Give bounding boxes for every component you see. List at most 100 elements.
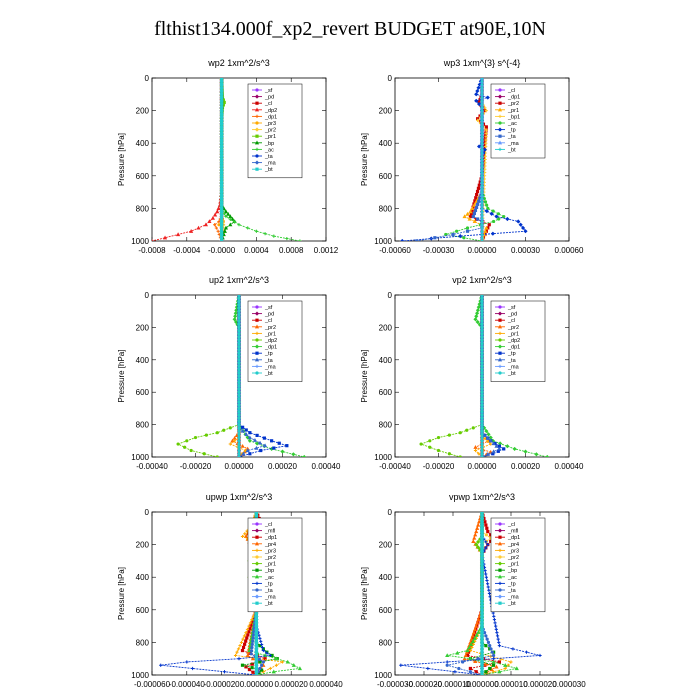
point-bt: [237, 448, 241, 453]
point-bt: [480, 229, 484, 233]
point-bt: [237, 342, 241, 346]
point-bt: [480, 582, 484, 586]
point-bt: [254, 634, 258, 638]
point-tp: [261, 648, 265, 653]
point-dp2: [193, 435, 198, 440]
point-pr2: [232, 435, 237, 440]
point-bt: [237, 445, 241, 449]
point-bt: [237, 413, 241, 417]
point-ac: [274, 656, 279, 661]
point-bt: [254, 611, 258, 615]
point-pr4: [475, 620, 480, 625]
point-pr4: [463, 653, 468, 658]
point-bt: [220, 216, 224, 220]
legend-marker: [498, 522, 502, 526]
point-pr4: [473, 532, 478, 537]
point-bt: [480, 239, 484, 241]
point-bt: [480, 640, 484, 644]
point-bt: [480, 380, 484, 385]
point-ta: [471, 214, 475, 219]
legend-marker: [497, 311, 503, 316]
point-bt: [480, 95, 484, 100]
legend-marker: [254, 127, 260, 132]
panel-title: up2 1xm^2/s^3: [209, 275, 269, 285]
point-bt: [220, 92, 224, 96]
point-bt: [237, 384, 241, 388]
point-tp: [477, 102, 482, 107]
legend-marker: [497, 357, 503, 362]
point-pr1: [486, 439, 490, 443]
point-bt: [480, 562, 484, 566]
point-bt: [480, 358, 484, 362]
point-bt: [220, 226, 224, 230]
point-pr2: [477, 183, 481, 187]
point-ac: [497, 217, 501, 221]
point-bt: [480, 295, 484, 297]
point-tp: [255, 433, 259, 437]
point-dp1: [498, 441, 503, 446]
point-bt: [480, 306, 484, 310]
point-bt: [480, 455, 484, 457]
point-ta: [491, 441, 496, 446]
point-pr2: [486, 226, 490, 230]
point-pr1: [472, 202, 477, 207]
point-bt: [480, 569, 484, 573]
point-bt: [480, 406, 484, 410]
legend-label: _bt: [264, 371, 273, 377]
x-tick-label: 0.00000: [468, 462, 497, 471]
point-bp1: [484, 138, 488, 142]
legend-marker: [254, 94, 260, 99]
y-tick-label: 600: [379, 606, 393, 615]
point-bt: [237, 348, 241, 352]
x-tick-label: 0.000020: [523, 680, 557, 689]
point-bt: [237, 397, 241, 401]
point-bt: [220, 219, 224, 224]
point-ta: [257, 657, 261, 661]
point-bp1: [483, 157, 487, 162]
point-bt: [220, 223, 224, 227]
legend-marker: [497, 574, 503, 579]
point-bt: [254, 666, 258, 671]
y-tick-label: 400: [136, 356, 150, 365]
point-bt: [220, 79, 224, 83]
point-bt: [220, 210, 224, 214]
point-pr2: [234, 433, 239, 437]
point-bp: [270, 653, 274, 658]
point-bt: [480, 513, 484, 517]
legend-marker: [497, 140, 503, 145]
point-bt: [480, 520, 484, 524]
point-bt: [480, 611, 484, 615]
point-tp: [485, 95, 490, 100]
y-tick-label: 1000: [131, 237, 149, 246]
point-bt: [220, 232, 224, 237]
y-tick-label: 800: [379, 638, 393, 647]
point-pr1: [472, 219, 477, 224]
point-tp: [492, 617, 497, 622]
point-bt: [220, 115, 224, 119]
point-tp: [511, 647, 515, 651]
point-bt: [220, 122, 224, 126]
point-tp: [474, 98, 479, 103]
point-bt: [480, 78, 484, 80]
x-tick-label: -0.000020: [204, 680, 241, 689]
plot-frame: [151, 511, 327, 676]
point-tp: [493, 441, 497, 446]
point-pr2: [473, 199, 477, 203]
legend-marker: [254, 324, 260, 329]
x-tick-label: -0.0000: [208, 246, 236, 255]
point-bt: [480, 631, 484, 635]
y-tick-label: 200: [136, 107, 150, 116]
point-bt: [220, 109, 224, 113]
x-tick-label: 0.00040: [312, 462, 341, 471]
point-ac: [285, 659, 290, 664]
x-tick-label: 0.0012: [314, 246, 339, 255]
point-bt: [480, 213, 484, 217]
legend-label: _pr1: [507, 108, 519, 114]
point-ta: [478, 196, 482, 200]
legend-label: _pr2: [264, 325, 276, 331]
point-bt: [480, 157, 484, 162]
point-ac: [483, 200, 488, 204]
point-bt: [254, 673, 258, 675]
point-bt: [220, 213, 224, 217]
